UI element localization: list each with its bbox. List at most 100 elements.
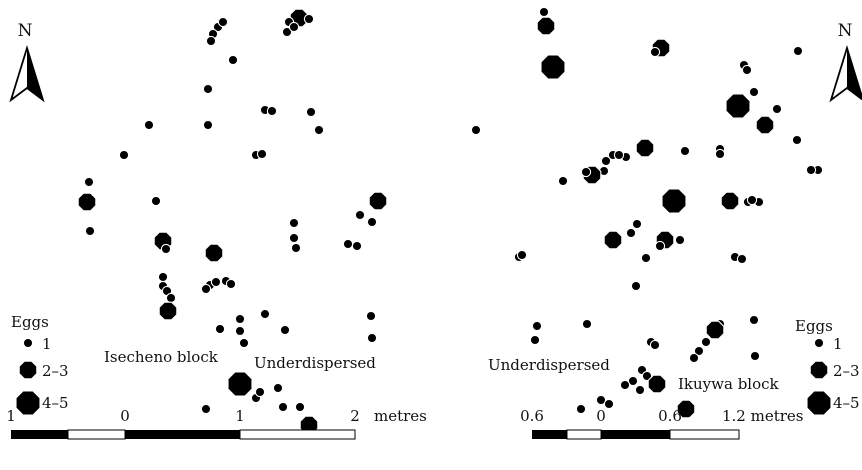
nest-marker-1-egg	[700, 336, 712, 348]
nest-marker-1-egg	[259, 308, 271, 320]
legend-class-1: 1	[833, 335, 843, 353]
legend-nest-marker-1-egg	[813, 337, 825, 349]
nest-marker-1-egg	[150, 195, 162, 207]
nest-marker-1-egg	[613, 149, 625, 161]
nest-marker-1-egg	[649, 339, 661, 351]
nest-marker-1-egg	[118, 149, 130, 161]
nest-marker-1-egg	[272, 382, 284, 394]
nest-marker-1-egg	[165, 292, 177, 304]
nest-marker-1-egg	[238, 337, 250, 349]
block-name-ikuywa: Ikuywa block	[678, 375, 780, 393]
nest-marker-1-egg	[288, 217, 300, 229]
legend-class-2-3: 2–3	[833, 362, 860, 380]
nest-marker-1-egg	[202, 83, 214, 95]
nest-marker-1-egg	[205, 35, 217, 47]
nest-marker-2-3-eggs	[635, 138, 655, 158]
nest-marker-1-egg	[225, 278, 237, 290]
nest-marker-2-3-eggs	[368, 191, 388, 211]
nest-marker-2-3-eggs	[720, 191, 740, 211]
nest-marker-1-egg	[143, 119, 155, 131]
nest-marker-1-egg	[557, 175, 569, 187]
nest-marker-4-5-eggs	[540, 54, 566, 80]
nest-marker-1-egg	[595, 394, 607, 406]
legend-nest-marker-2-3-eggs	[18, 360, 38, 380]
scale-tick-label: 0	[596, 407, 606, 425]
nest-marker-1-egg	[288, 21, 300, 33]
nest-marker-1-egg	[365, 310, 377, 322]
north-label-right: N	[838, 21, 853, 41]
nest-marker-1-egg	[619, 379, 631, 391]
nest-marker-1-egg	[84, 225, 96, 237]
legend-symbols	[806, 337, 832, 416]
nest-marker-1-egg	[305, 106, 317, 118]
scale-tick-label: 0.6	[520, 407, 544, 425]
nest-marker-1-egg	[580, 166, 592, 178]
legend-class-2-3: 2–3	[42, 362, 69, 380]
nest-marker-1-egg	[279, 324, 291, 336]
nest-marker-1-egg	[217, 16, 229, 28]
nest-marker-2-3-eggs	[755, 115, 775, 135]
nest-marker-1-egg	[266, 105, 278, 117]
nest-marker-1-egg	[792, 45, 804, 57]
nest-marker-1-egg	[693, 345, 705, 357]
nest-marker-2-3-eggs	[647, 374, 667, 394]
nest-marker-1-egg	[538, 6, 550, 18]
nest-marker-4-5-eggs	[725, 93, 751, 119]
north-arrow-right: N	[829, 21, 862, 103]
nest-marker-1-egg	[649, 46, 661, 58]
nest-marker-1-egg	[603, 398, 615, 410]
nest-marker-1-egg	[581, 318, 593, 330]
nest-marker-1-egg	[749, 350, 761, 362]
nest-marker-1-egg	[157, 271, 169, 283]
nest-marker-1-egg	[313, 124, 325, 136]
nest-marker-1-egg	[575, 403, 587, 415]
nest-marker-1-egg	[805, 164, 817, 176]
nest-marker-1-egg	[625, 227, 637, 239]
nest-marker-4-5-eggs	[661, 188, 687, 214]
nest-marker-1-egg	[634, 384, 646, 396]
nest-points-ikuywa	[470, 6, 824, 419]
nest-marker-1-egg	[714, 148, 726, 160]
nest-marker-1-egg	[627, 375, 639, 387]
scale-tick-label: 0.6	[658, 407, 682, 425]
nest-marker-1-egg	[631, 218, 643, 230]
scale-bar-left: 1 0 1 2 metres	[6, 407, 427, 440]
nest-marker-1-egg	[351, 240, 363, 252]
scale-unit: metres	[374, 407, 427, 425]
nest-marker-1-egg	[227, 54, 239, 66]
nest-marker-2-3-eggs	[536, 16, 556, 36]
legend-nest-marker-4-5-eggs	[806, 390, 832, 416]
legend-class-4-5: 4–5	[833, 394, 860, 412]
scale-tick-label: 2	[350, 407, 360, 425]
scale-tick-label: 1	[235, 407, 245, 425]
nest-marker-1-egg	[200, 283, 212, 295]
legend-left: Eggs 1 2–3 4–5	[11, 313, 69, 416]
nest-marker-1-egg	[640, 252, 652, 264]
scale-segment	[125, 430, 240, 439]
scale-bar-right: 0.6 0 0.6 1.2 metres	[520, 407, 804, 440]
scale-tick-label: 1.2 metres	[722, 407, 804, 425]
nest-marker-1-egg	[210, 276, 222, 288]
legend-title: Eggs	[11, 313, 49, 331]
nest-marker-1-egg	[674, 234, 686, 246]
north-label-left: N	[18, 21, 33, 41]
legend-symbols	[15, 337, 41, 416]
nest-marker-1-egg	[288, 232, 300, 244]
nest-marker-1-egg	[254, 386, 266, 398]
nest-marker-1-egg	[748, 314, 760, 326]
nest-marker-1-egg	[641, 370, 653, 382]
nest-marker-2-3-eggs	[705, 320, 725, 340]
nest-marker-1-egg	[366, 216, 378, 228]
nest-marker-1-egg	[741, 64, 753, 76]
nest-marker-1-egg	[600, 155, 612, 167]
nest-marker-1-egg	[342, 238, 354, 250]
scale-segment	[67, 429, 126, 440]
nest-marker-1-egg	[281, 26, 293, 38]
nest-marker-1-egg	[234, 313, 246, 325]
nest-marker-1-egg	[160, 243, 172, 255]
nest-marker-1-egg	[746, 194, 758, 206]
nest-marker-1-egg	[214, 323, 226, 335]
nest-marker-1-egg	[290, 242, 302, 254]
scale-segment	[532, 430, 567, 439]
nest-marker-1-egg	[531, 320, 543, 332]
